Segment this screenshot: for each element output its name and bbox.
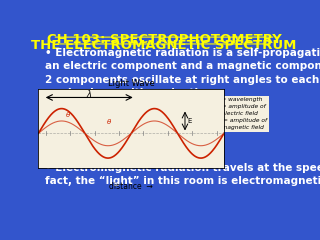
Text: $\lambda$: $\lambda$ [86,88,92,99]
Text: THE ELECTROMAGNETIC SPECTRUM: THE ELECTROMAGNETIC SPECTRUM [31,39,297,52]
Text: λ = wavelength
E = amplitude of
   electric field
M = amplitude of
   magnetic f: λ = wavelength E = amplitude of electric… [216,97,267,130]
Text: distance  →: distance → [109,182,153,191]
Text: $\theta$: $\theta$ [106,117,112,126]
Text: $\theta$: $\theta$ [66,110,72,119]
Title: Light Wave: Light Wave [108,79,155,88]
Text: CH 103: SPECTROPHOTOMETRY: CH 103: SPECTROPHOTOMETRY [47,33,281,46]
Text: E: E [187,118,192,124]
Text: • Electromagnetic radiation travels at the speed of light.  In
fact, the “light”: • Electromagnetic radiation travels at t… [45,163,320,186]
Text: • Electromagnetic radiation is a self-propagating wave with
an electric componen: • Electromagnetic radiation is a self-pr… [45,48,320,98]
